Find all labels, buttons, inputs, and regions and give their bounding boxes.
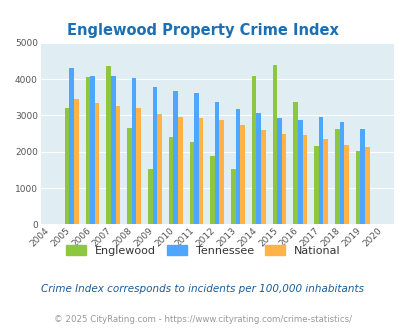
- Bar: [293, 102, 297, 224]
- Bar: [106, 67, 111, 224]
- Bar: [230, 169, 235, 224]
- Bar: [323, 139, 327, 224]
- Bar: [219, 120, 224, 224]
- Bar: [168, 137, 173, 224]
- Bar: [127, 128, 132, 224]
- Bar: [177, 117, 182, 224]
- Bar: [251, 76, 256, 224]
- Bar: [65, 108, 69, 224]
- Bar: [198, 118, 203, 224]
- Bar: [364, 147, 369, 224]
- Bar: [152, 87, 157, 224]
- Bar: [194, 93, 198, 224]
- Bar: [136, 108, 141, 224]
- Bar: [297, 120, 302, 224]
- Bar: [318, 117, 323, 224]
- Bar: [173, 91, 177, 224]
- Text: Englewood Property Crime Index: Englewood Property Crime Index: [67, 23, 338, 38]
- Bar: [313, 146, 318, 224]
- Bar: [90, 76, 95, 224]
- Bar: [74, 99, 79, 224]
- Text: © 2025 CityRating.com - https://www.cityrating.com/crime-statistics/: © 2025 CityRating.com - https://www.city…: [54, 315, 351, 324]
- Bar: [132, 78, 136, 224]
- Text: Crime Index corresponds to incidents per 100,000 inhabitants: Crime Index corresponds to incidents per…: [41, 284, 364, 294]
- Bar: [256, 113, 260, 224]
- Bar: [277, 118, 281, 224]
- Bar: [95, 103, 99, 224]
- Bar: [240, 125, 244, 224]
- Bar: [334, 129, 339, 224]
- Bar: [339, 122, 343, 224]
- Bar: [343, 145, 348, 224]
- Bar: [360, 129, 364, 224]
- Legend: Englewood, Tennessee, National: Englewood, Tennessee, National: [61, 241, 344, 260]
- Bar: [214, 102, 219, 224]
- Bar: [210, 156, 214, 224]
- Bar: [111, 76, 115, 224]
- Bar: [148, 169, 152, 224]
- Bar: [260, 130, 265, 224]
- Bar: [115, 106, 120, 224]
- Bar: [355, 151, 360, 224]
- Bar: [189, 142, 194, 224]
- Bar: [281, 134, 286, 224]
- Bar: [235, 109, 240, 224]
- Bar: [302, 135, 307, 224]
- Bar: [85, 77, 90, 224]
- Bar: [272, 65, 277, 224]
- Bar: [69, 68, 74, 224]
- Bar: [157, 114, 161, 224]
